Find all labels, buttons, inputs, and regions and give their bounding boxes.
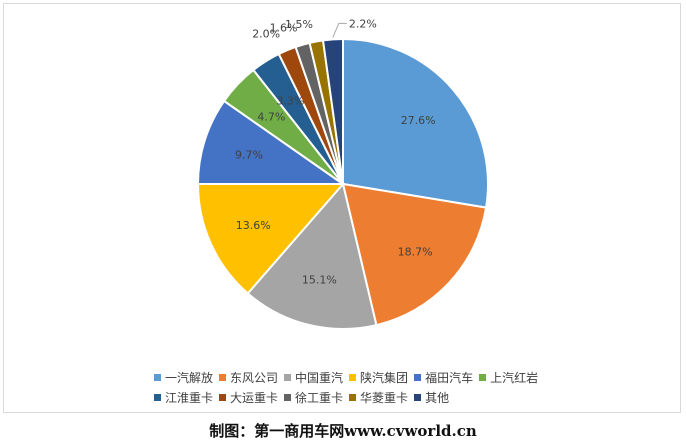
- legend-swatch: [284, 373, 292, 381]
- legend-label: 一汽解放: [165, 370, 214, 385]
- caption: 制图：第一商用车网www.cvworld.cn: [0, 420, 686, 441]
- legend-label: 上汽红岩: [490, 370, 539, 385]
- legend: 一汽解放 东风公司 中国重汽 陕汽集团 福田汽车 上汽红岩 江淮重卡 大运重卡 徐工重卡 华菱重…: [154, 367, 574, 407]
- legend-swatch: [284, 393, 292, 401]
- legend-swatch: [479, 373, 487, 381]
- data-label: 9.7%: [235, 148, 263, 161]
- chart-frame: 27.6% 18.7% 15.1% 13.6% 9.7% 4.7% 3.3% 2.0% 1.6%…: [3, 3, 681, 413]
- data-label: 1.5%: [285, 18, 313, 31]
- data-label: 2.2%: [349, 17, 377, 30]
- data-label: 27.6%: [401, 114, 436, 127]
- legend-swatch: [154, 393, 161, 401]
- legend-label: 徐工重卡: [295, 390, 344, 405]
- legend-swatch: [349, 393, 357, 401]
- caption-text: 制图：第一商用车网www.cvworld.cn: [209, 422, 477, 440]
- legend-item: 大运重卡: [219, 389, 278, 406]
- legend-label: 华菱重卡: [360, 390, 409, 405]
- legend-swatch: [219, 393, 227, 401]
- legend-row: 一汽解放 东风公司 中国重汽 陕汽集团 福田汽车 上汽红岩: [154, 367, 574, 387]
- leader-line: [332, 22, 347, 38]
- legend-item: 中国重汽: [284, 369, 343, 386]
- legend-item: 江淮重卡: [154, 389, 213, 406]
- data-label: 1.6%: [270, 21, 298, 34]
- data-label: 13.6%: [236, 219, 271, 232]
- pie-chart: 27.6% 18.7% 15.1% 13.6% 9.7% 4.7% 3.3% 2.0%1.6%…: [196, 17, 489, 330]
- legend-item: 东风公司: [219, 369, 278, 386]
- legend-item: 华菱重卡: [349, 389, 408, 406]
- legend-label: 其他: [425, 390, 450, 405]
- legend-item: 徐工重卡: [284, 389, 343, 406]
- legend-swatch: [414, 373, 422, 381]
- legend-item: 一汽解放: [154, 369, 213, 386]
- legend-item: 福田汽车: [414, 369, 473, 386]
- data-label: 4.7%: [257, 110, 285, 123]
- legend-label: 江淮重卡: [165, 390, 214, 405]
- pie-slice-3: [246, 181, 378, 330]
- pie-slice-5: [196, 99, 347, 185]
- legend-label: 东风公司: [230, 370, 279, 385]
- pie-slice-1: [342, 37, 489, 209]
- legend-swatch: [349, 373, 357, 381]
- legend-row: 江淮重卡 大运重卡 徐工重卡 华菱重卡 其他: [154, 387, 574, 407]
- data-label: 15.1%: [302, 274, 337, 287]
- pie-slice-4: [196, 183, 346, 295]
- data-label: 2.0%: [252, 28, 280, 41]
- legend-swatch: [154, 373, 161, 381]
- data-label: 18.7%: [398, 245, 433, 258]
- legend-item: 陕汽集团: [349, 369, 408, 386]
- legend-swatch: [219, 373, 227, 381]
- legend-label: 福田汽车: [425, 370, 474, 385]
- legend-item: 上汽红岩: [479, 369, 538, 386]
- legend-label: 陕汽集团: [360, 370, 409, 385]
- legend-swatch: [414, 393, 422, 401]
- pie-slice-11: [321, 37, 344, 185]
- legend-item: 其他: [414, 389, 449, 406]
- data-label: 3.3%: [276, 95, 304, 108]
- legend-label: 大运重卡: [230, 390, 279, 405]
- legend-label: 中国重汽: [295, 370, 344, 385]
- pie-slice-2: [341, 182, 488, 327]
